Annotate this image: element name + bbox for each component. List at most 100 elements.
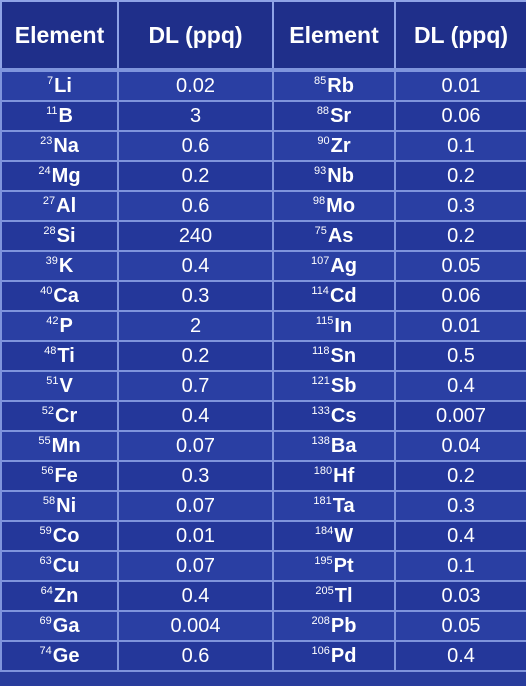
element-symbol: Sb bbox=[330, 374, 357, 397]
detection-limit-cell-left: 0.3 bbox=[117, 460, 274, 492]
mass-number: 115 bbox=[315, 314, 334, 327]
element-cell-right: 133Cs bbox=[272, 400, 396, 432]
element-cell-right: 208Pb bbox=[272, 610, 396, 642]
mass-number: 107 bbox=[310, 254, 330, 267]
element-symbol: Ga bbox=[52, 614, 80, 637]
element-symbol: Cu bbox=[52, 554, 80, 577]
element-cell-right: 114Cd bbox=[272, 280, 396, 312]
detection-limit-cell-left: 0.3 bbox=[117, 280, 274, 312]
detection-limit-cell-right: 0.04 bbox=[394, 430, 526, 462]
detection-limit-cell-left: 0.01 bbox=[117, 520, 274, 552]
mass-number: 138 bbox=[311, 434, 330, 447]
table-body: 7Li 0.02 85Rb 0.01 11B 3 88Sr 0.06 23Na 0.6 90Zr 0.… bbox=[0, 69, 526, 672]
element-cell-left: 40Ca bbox=[0, 280, 119, 312]
element-cell-right: 115In bbox=[272, 310, 396, 342]
element-symbol: As bbox=[327, 224, 354, 247]
element-symbol: Na bbox=[53, 134, 79, 157]
table-row: 52Cr 0.4 133Cs 0.007 bbox=[0, 400, 526, 432]
table-row: 27Al 0.6 98Mo 0.3 bbox=[0, 190, 526, 222]
table-row: 11B 3 88Sr 0.06 bbox=[0, 100, 526, 132]
mass-number: 52 bbox=[41, 404, 54, 417]
mass-number: 63 bbox=[39, 554, 52, 567]
detection-limit-cell-right: 0.01 bbox=[394, 310, 526, 342]
detection-limit-cell-left: 0.2 bbox=[117, 340, 274, 372]
mass-number: 205 bbox=[315, 584, 334, 597]
element-symbol: Co bbox=[52, 524, 80, 547]
detection-limit-cell-right: 0.06 bbox=[394, 280, 526, 312]
element-cell-right: 118Sn bbox=[272, 340, 396, 372]
detection-limit-cell-right: 0.05 bbox=[394, 610, 526, 642]
element-symbol: Ge bbox=[52, 644, 80, 667]
element-symbol: K bbox=[58, 254, 74, 277]
detection-limit-cell-left: 0.4 bbox=[117, 250, 274, 282]
element-symbol: Ti bbox=[57, 344, 75, 367]
mass-number: 55 bbox=[38, 434, 51, 447]
column-header-element-right: Element bbox=[272, 0, 396, 72]
table-row: 39K 0.4 107Ag 0.05 bbox=[0, 250, 526, 282]
element-cell-right: 181Ta bbox=[272, 490, 396, 522]
element-symbol: Li bbox=[54, 74, 72, 97]
detection-limit-cell-right: 0.03 bbox=[394, 580, 526, 612]
detection-limit-table: Element DL (ppq) Element DL (ppq) 7Li 0.0… bbox=[0, 0, 526, 672]
detection-limit-cell-left: 0.4 bbox=[117, 580, 274, 612]
table-row: 56Fe 0.3 180Hf 0.2 bbox=[0, 460, 526, 492]
element-cell-right: 184W bbox=[272, 520, 396, 552]
mass-number: 27 bbox=[42, 194, 56, 207]
mass-number: 39 bbox=[45, 254, 58, 267]
mass-number: 24 bbox=[38, 164, 51, 177]
detection-limit-cell-left: 0.6 bbox=[117, 190, 274, 222]
header-row: Element DL (ppq) Element DL (ppq) bbox=[0, 0, 526, 72]
element-symbol: In bbox=[334, 314, 353, 337]
mass-number: 56 bbox=[41, 464, 54, 477]
mass-number: 118 bbox=[311, 344, 330, 357]
mass-number: 208 bbox=[311, 614, 330, 627]
mass-number: 195 bbox=[314, 554, 333, 567]
element-cell-left: 27Al bbox=[0, 190, 119, 222]
detection-limit-cell-right: 0.01 bbox=[394, 69, 526, 102]
detection-limit-cell-right: 0.3 bbox=[394, 190, 526, 222]
mass-number: 64 bbox=[40, 584, 53, 597]
detection-limit-cell-left: 0.4 bbox=[117, 400, 274, 432]
table-row: 55Mn 0.07 138Ba 0.04 bbox=[0, 430, 526, 462]
element-symbol: Cs bbox=[330, 404, 357, 427]
element-symbol: Pt bbox=[333, 554, 354, 577]
element-cell-left: 39K bbox=[0, 250, 119, 282]
element-symbol: Si bbox=[56, 224, 76, 247]
table-row: 23Na 0.6 90Zr 0.1 bbox=[0, 130, 526, 162]
detection-limit-cell-right: 0.2 bbox=[394, 220, 526, 252]
element-cell-left: 11B bbox=[0, 100, 119, 132]
element-cell-left: 24Mg bbox=[0, 160, 119, 192]
mass-number: 40 bbox=[40, 284, 53, 297]
element-cell-left: 74Ge bbox=[0, 640, 119, 672]
table-row: 24Mg 0.2 93Nb 0.2 bbox=[0, 160, 526, 192]
element-cell-left: 42P bbox=[0, 310, 119, 342]
table-row: 51V 0.7 121Sb 0.4 bbox=[0, 370, 526, 402]
element-cell-left: 69Ga bbox=[0, 610, 119, 642]
detection-limit-cell-right: 0.06 bbox=[394, 100, 526, 132]
detection-limit-cell-left: 0.02 bbox=[117, 69, 274, 102]
element-symbol: Ta bbox=[332, 494, 355, 517]
table-row: 69Ga 0.004 208Pb 0.05 bbox=[0, 610, 526, 642]
mass-number: 59 bbox=[39, 524, 52, 537]
element-cell-left: 56Fe bbox=[0, 460, 119, 492]
detection-limit-cell-left: 240 bbox=[117, 220, 274, 252]
element-symbol: Cd bbox=[329, 284, 357, 307]
table-row: 74Ge 0.6 106Pd 0.4 bbox=[0, 640, 526, 672]
element-cell-right: 75As bbox=[272, 220, 396, 252]
table-row: 58Ni 0.07 181Ta 0.3 bbox=[0, 490, 526, 522]
element-cell-right: 85Rb bbox=[272, 69, 396, 102]
element-symbol: Mn bbox=[51, 434, 81, 457]
detection-limit-cell-left: 0.7 bbox=[117, 370, 274, 402]
element-symbol: W bbox=[334, 524, 354, 547]
table-row: 48Ti 0.2 118Sn 0.5 bbox=[0, 340, 526, 372]
element-cell-left: 7Li bbox=[0, 69, 119, 102]
mass-number: 181 bbox=[313, 494, 332, 507]
element-symbol: Nb bbox=[327, 164, 354, 187]
element-cell-left: 63Cu bbox=[0, 550, 119, 582]
detection-limit-cell-left: 0.07 bbox=[117, 430, 274, 462]
detection-limit-cell-left: 0.2 bbox=[117, 160, 274, 192]
mass-number: 88 bbox=[316, 104, 330, 117]
detection-limit-cell-right: 0.1 bbox=[394, 550, 526, 582]
element-cell-right: 106Pd bbox=[272, 640, 396, 672]
